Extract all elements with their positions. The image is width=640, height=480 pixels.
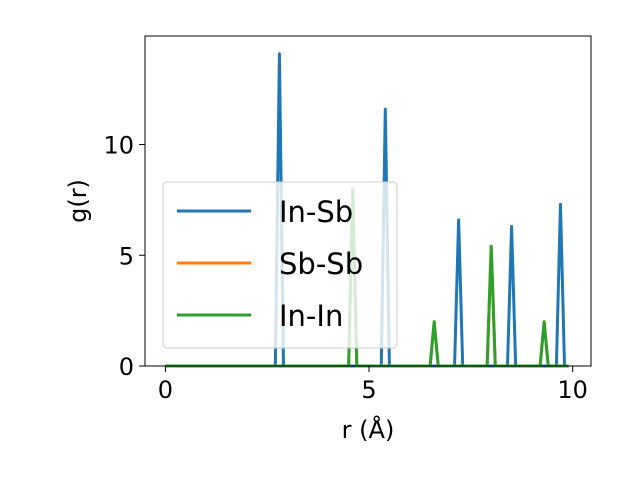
y-axis-label: g(r) bbox=[64, 179, 92, 223]
x-tick-label: 10 bbox=[557, 376, 588, 404]
x-axis-label: r (Å) bbox=[342, 415, 395, 444]
x-axis-ticks: 0 5 10 bbox=[158, 366, 588, 404]
legend: In-Sb Sb-Sb In-In bbox=[162, 181, 398, 349]
y-tick-label: 5 bbox=[119, 242, 134, 270]
y-axis-ticks: 0 5 10 bbox=[103, 132, 145, 381]
plot-frame bbox=[144, 35, 592, 367]
legend-label-in-in: In-In bbox=[279, 299, 343, 333]
legend-label-in-sb: In-Sb bbox=[279, 195, 353, 229]
y-tick-label: 10 bbox=[103, 132, 134, 160]
y-tick-label: 0 bbox=[119, 353, 134, 381]
x-tick-label: 0 bbox=[158, 376, 173, 404]
legend-label-sb-sb: Sb-Sb bbox=[279, 247, 363, 281]
x-tick-label: 5 bbox=[361, 376, 376, 404]
legend-box bbox=[162, 181, 398, 349]
